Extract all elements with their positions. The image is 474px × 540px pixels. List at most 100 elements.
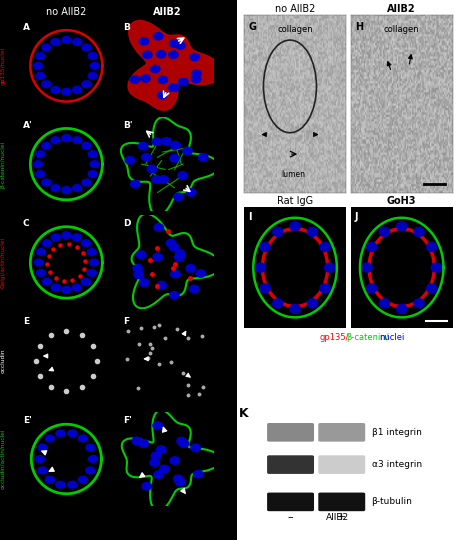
Ellipse shape bbox=[42, 240, 51, 247]
Ellipse shape bbox=[82, 143, 91, 149]
Ellipse shape bbox=[273, 299, 283, 308]
Ellipse shape bbox=[73, 234, 82, 241]
Ellipse shape bbox=[56, 430, 65, 437]
Text: occludin/actin/nuclei: occludin/actin/nuclei bbox=[0, 429, 6, 489]
Ellipse shape bbox=[139, 38, 149, 45]
Ellipse shape bbox=[42, 44, 51, 51]
Text: collagen: collagen bbox=[384, 25, 419, 34]
Ellipse shape bbox=[307, 299, 318, 308]
Ellipse shape bbox=[130, 180, 140, 188]
Ellipse shape bbox=[379, 227, 390, 237]
Ellipse shape bbox=[320, 284, 330, 293]
Ellipse shape bbox=[191, 444, 201, 451]
Ellipse shape bbox=[153, 422, 163, 429]
Ellipse shape bbox=[46, 476, 55, 483]
Ellipse shape bbox=[362, 263, 372, 272]
Ellipse shape bbox=[162, 138, 171, 145]
Text: occludin: occludin bbox=[0, 348, 6, 373]
Ellipse shape bbox=[42, 81, 51, 87]
Ellipse shape bbox=[170, 292, 179, 299]
Ellipse shape bbox=[51, 38, 60, 45]
Ellipse shape bbox=[151, 65, 160, 72]
Ellipse shape bbox=[191, 76, 201, 83]
Text: gp135/: gp135/ bbox=[320, 333, 349, 342]
Text: +: + bbox=[337, 512, 346, 522]
Ellipse shape bbox=[179, 440, 189, 447]
Ellipse shape bbox=[307, 227, 318, 237]
Ellipse shape bbox=[73, 137, 82, 144]
Ellipse shape bbox=[62, 286, 71, 293]
Ellipse shape bbox=[366, 284, 377, 293]
Ellipse shape bbox=[36, 248, 46, 255]
Text: GoH3: GoH3 bbox=[387, 195, 417, 206]
Ellipse shape bbox=[147, 165, 156, 173]
Ellipse shape bbox=[38, 444, 47, 451]
Ellipse shape bbox=[141, 75, 150, 82]
Ellipse shape bbox=[170, 154, 179, 162]
FancyBboxPatch shape bbox=[267, 455, 314, 474]
Ellipse shape bbox=[174, 254, 184, 261]
Ellipse shape bbox=[42, 143, 51, 149]
Ellipse shape bbox=[130, 76, 140, 83]
Text: AllB2: AllB2 bbox=[326, 513, 349, 522]
Ellipse shape bbox=[82, 81, 91, 87]
Ellipse shape bbox=[196, 269, 205, 277]
Ellipse shape bbox=[171, 141, 180, 149]
FancyBboxPatch shape bbox=[319, 423, 365, 442]
Ellipse shape bbox=[51, 137, 60, 144]
Ellipse shape bbox=[166, 239, 176, 247]
Ellipse shape bbox=[88, 72, 97, 79]
Ellipse shape bbox=[273, 227, 283, 237]
Ellipse shape bbox=[139, 279, 149, 286]
Ellipse shape bbox=[168, 84, 178, 91]
FancyBboxPatch shape bbox=[319, 492, 365, 511]
Ellipse shape bbox=[36, 52, 45, 59]
Ellipse shape bbox=[320, 242, 330, 252]
Ellipse shape bbox=[414, 227, 424, 237]
Ellipse shape bbox=[158, 76, 168, 84]
Ellipse shape bbox=[151, 452, 161, 460]
Ellipse shape bbox=[42, 179, 51, 186]
Ellipse shape bbox=[88, 52, 97, 59]
Ellipse shape bbox=[89, 456, 98, 462]
Ellipse shape bbox=[87, 248, 96, 255]
FancyBboxPatch shape bbox=[319, 455, 365, 474]
Ellipse shape bbox=[90, 161, 100, 167]
FancyBboxPatch shape bbox=[267, 492, 314, 511]
Text: B': B' bbox=[123, 121, 133, 130]
Ellipse shape bbox=[176, 42, 185, 49]
Ellipse shape bbox=[68, 430, 77, 437]
Ellipse shape bbox=[174, 193, 183, 200]
Ellipse shape bbox=[73, 185, 82, 192]
Ellipse shape bbox=[182, 147, 192, 154]
Ellipse shape bbox=[199, 153, 208, 161]
Text: F': F' bbox=[123, 416, 132, 425]
Text: β1 integrin: β1 integrin bbox=[372, 428, 421, 437]
Ellipse shape bbox=[171, 271, 180, 278]
Ellipse shape bbox=[89, 259, 99, 266]
Ellipse shape bbox=[160, 465, 169, 472]
Ellipse shape bbox=[62, 37, 71, 43]
Ellipse shape bbox=[154, 471, 163, 478]
Text: AllB2: AllB2 bbox=[153, 6, 181, 17]
Ellipse shape bbox=[190, 285, 199, 293]
Ellipse shape bbox=[154, 224, 164, 231]
Ellipse shape bbox=[36, 269, 46, 276]
Ellipse shape bbox=[366, 242, 377, 252]
Ellipse shape bbox=[36, 151, 45, 158]
Text: collagen: collagen bbox=[277, 25, 313, 34]
Ellipse shape bbox=[191, 70, 201, 77]
Ellipse shape bbox=[397, 222, 407, 231]
Ellipse shape bbox=[157, 91, 167, 99]
Ellipse shape bbox=[154, 32, 163, 40]
Ellipse shape bbox=[35, 456, 45, 462]
Ellipse shape bbox=[169, 40, 179, 47]
Text: gp135/nuclei: gp135/nuclei bbox=[0, 47, 6, 85]
Ellipse shape bbox=[73, 86, 82, 93]
Ellipse shape bbox=[186, 188, 196, 196]
Ellipse shape bbox=[82, 179, 91, 186]
Ellipse shape bbox=[325, 263, 335, 272]
Ellipse shape bbox=[73, 284, 82, 291]
Ellipse shape bbox=[175, 249, 185, 257]
Text: J: J bbox=[355, 212, 358, 222]
